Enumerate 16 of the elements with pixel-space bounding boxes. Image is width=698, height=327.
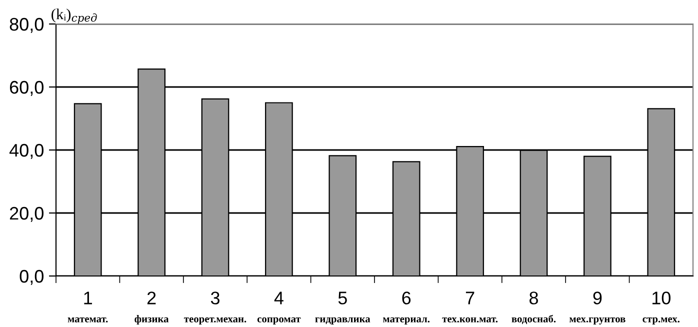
y-axis-title: (kᵢ)$_{сред}$ — [52, 8, 97, 24]
x-tick-label: 10 стр.мех. — [642, 292, 680, 325]
x-tick-label: 4 сопромат — [257, 292, 301, 325]
x-tick-label: 3 теорет.механ. — [184, 292, 246, 325]
y-tick-label: 80,0 — [10, 18, 44, 33]
x-tick-label: 7 тех.кон.мат. — [442, 292, 498, 322]
y-tick-label: 0,0 — [20, 270, 44, 285]
x-tick-label: 2 физика — [134, 292, 169, 325]
x-tick-label: 8 водоснаб. — [512, 292, 556, 324]
y-tick-label: 60,0 — [10, 80, 44, 96]
x-tick-label: 5 гидравлика — [315, 292, 370, 325]
y-tick-label: 20,0 — [10, 206, 44, 222]
x-tick-label: 6 материал. — [383, 292, 430, 325]
x-tick-label: 1 математ. — [68, 292, 108, 322]
y-tick-label: 40,0 — [9, 144, 44, 159]
x-tick-label: 9 мех.грунтов — [569, 292, 626, 325]
